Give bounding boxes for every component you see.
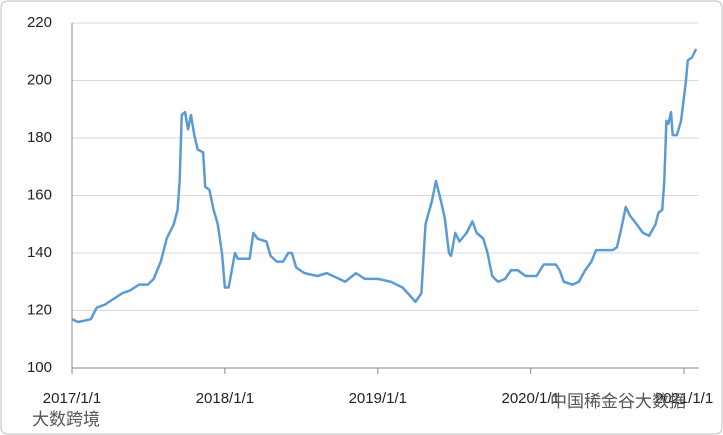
y-tick-label: 100 (27, 359, 52, 376)
watermark: 大数跨境 (32, 410, 100, 430)
x-tick-label: 2021/1/1 (655, 390, 713, 407)
y-tick-label: 200 (27, 71, 52, 88)
x-tick-label: 2018/1/1 (196, 390, 254, 407)
y-tick-label: 220 (27, 14, 52, 31)
watermark: 中国稀金谷大数据 (550, 392, 686, 412)
x-tick-label: 2017/1/1 (43, 390, 101, 407)
data-line (71, 48, 698, 324)
y-tick-label: 160 (27, 186, 52, 203)
y-tick-label: 120 (27, 301, 52, 318)
x-tick-label: 2020/1/1 (501, 390, 559, 407)
y-tick-label: 180 (27, 129, 52, 146)
x-tick-label: 2019/1/1 (349, 390, 407, 407)
y-tick-label: 140 (27, 244, 52, 261)
